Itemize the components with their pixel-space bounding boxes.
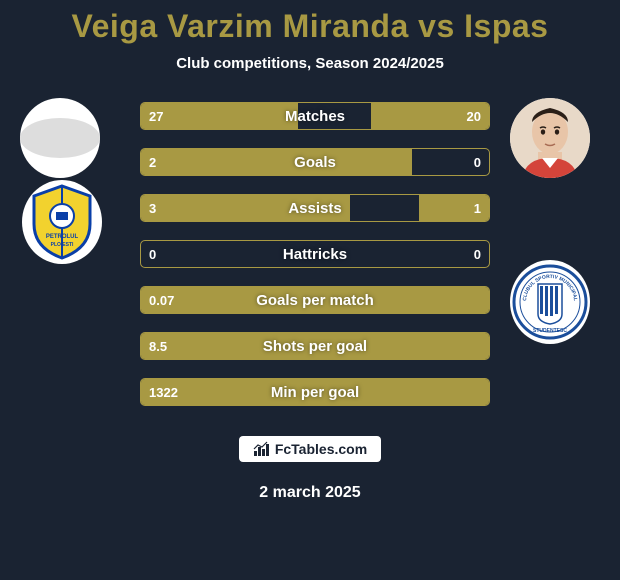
stat-value-left: 3 xyxy=(149,195,156,221)
stat-row: Goals per match0.07 xyxy=(140,286,490,314)
svg-text:PLOIESTI: PLOIESTI xyxy=(51,242,74,248)
fctables-link[interactable]: FcTables.com xyxy=(239,436,381,462)
player-right-avatar xyxy=(510,98,590,178)
player-left-avatar xyxy=(20,98,100,178)
svg-text:PETROLUL: PETROLUL xyxy=(46,234,79,240)
stat-value-left: 27 xyxy=(149,103,163,129)
club-left-crest: PETROLUL PLOIESTI xyxy=(22,180,102,264)
avatar-placeholder-icon xyxy=(20,118,100,158)
stat-label: Assists xyxy=(141,195,489,221)
stat-label: Goals per match xyxy=(141,287,489,313)
date-label: 2 march 2025 xyxy=(259,484,360,502)
fctables-label: FcTables.com xyxy=(275,441,367,457)
avatar-face-icon xyxy=(510,98,590,178)
stat-value-left: 8.5 xyxy=(149,333,167,359)
stat-row: Assists3 1 xyxy=(140,194,490,222)
stat-value-left: 0.07 xyxy=(149,287,174,313)
stat-row: Hattricks0 0 xyxy=(140,240,490,268)
chart-icon xyxy=(253,441,269,457)
stat-row: Goals2 0 xyxy=(140,148,490,176)
infographic-container: Veiga Varzim Miranda vs Ispas Club compe… xyxy=(0,0,620,580)
stat-label: Shots per goal xyxy=(141,333,489,359)
page-subtitle: Club competitions, Season 2024/2025 xyxy=(176,55,444,72)
stat-value-left: 0 xyxy=(149,241,156,267)
crest-left-icon: PETROLUL PLOIESTI xyxy=(22,180,102,264)
stat-label: Hattricks xyxy=(141,241,489,267)
stat-value-right: 1 xyxy=(474,195,481,221)
stat-value-left: 1322 xyxy=(149,379,178,405)
club-right-crest: CLUBUL SPORTIV MUNICIPAL STUDENTESC xyxy=(510,260,590,344)
stat-row: Min per goal1322 xyxy=(140,378,490,406)
stat-row: Shots per goal8.5 xyxy=(140,332,490,360)
stat-value-left: 2 xyxy=(149,149,156,175)
stat-label: Goals xyxy=(141,149,489,175)
stat-value-right: 0 xyxy=(474,241,481,267)
stat-value-right: 20 xyxy=(467,103,481,129)
stat-label: Matches xyxy=(141,103,489,129)
stat-label: Min per goal xyxy=(141,379,489,405)
stat-value-right: 0 xyxy=(474,149,481,175)
svg-text:STUDENTESC: STUDENTESC xyxy=(533,328,567,334)
page-title: Veiga Varzim Miranda vs Ispas xyxy=(72,8,549,45)
stats-list: Matches2720Goals20Assists31Hattricks00Go… xyxy=(140,102,490,406)
stat-row: Matches27 20 xyxy=(140,102,490,130)
crest-right-icon: CLUBUL SPORTIV MUNICIPAL STUDENTESC xyxy=(510,262,590,342)
